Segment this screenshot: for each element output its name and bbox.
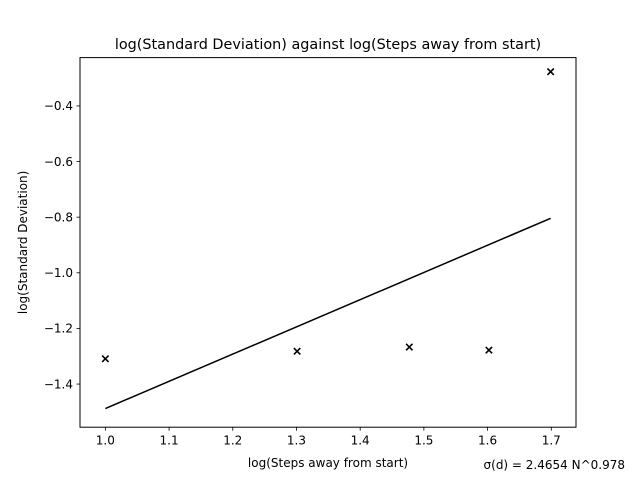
- x-tick-label: 1.5: [414, 434, 433, 448]
- chart-title: log(Standard Deviation) against log(Step…: [115, 37, 541, 53]
- x-tick-label: 1.2: [223, 434, 242, 448]
- y-tick-label: −1.2: [44, 322, 73, 336]
- y-tick-label: −0.4: [44, 99, 73, 113]
- data-point-marker: [405, 343, 414, 351]
- plot-frame: [79, 57, 577, 428]
- data-point-marker: [101, 354, 110, 363]
- y-tick-label: −0.8: [44, 210, 73, 224]
- x-tick-label: 1.6: [478, 434, 497, 448]
- x-tick-label: 1.4: [351, 434, 370, 448]
- data-point-marker: [485, 346, 493, 354]
- y-axis-label: log(Standard Deviation): [16, 171, 30, 314]
- fit-equation-annotation: σ(d) = 2.4654 N^0.978: [484, 458, 625, 472]
- x-axis: 1.0 1.1 1.2 1.3 1.4 1.5 1.6 1.7: [96, 427, 561, 448]
- y-tick-label: −0.6: [44, 155, 73, 169]
- y-tick-label: −1.4: [44, 377, 73, 391]
- x-tick-label: 1.1: [160, 434, 179, 448]
- x-tick-label: 1.7: [542, 434, 561, 448]
- data-point-marker: [293, 347, 301, 356]
- data-point-marker: [546, 67, 555, 76]
- x-tick-label: 1.0: [96, 434, 115, 448]
- y-tick-label: −1.0: [44, 266, 73, 280]
- x-axis-label: log(Steps away from start): [248, 456, 408, 470]
- fit-line: [105, 217, 551, 410]
- plot-area: [101, 67, 555, 410]
- x-tick-label: 1.3: [287, 434, 306, 448]
- y-axis: −1.4 −1.2 −1.0 −0.8 −0.6 −0.4: [44, 99, 80, 391]
